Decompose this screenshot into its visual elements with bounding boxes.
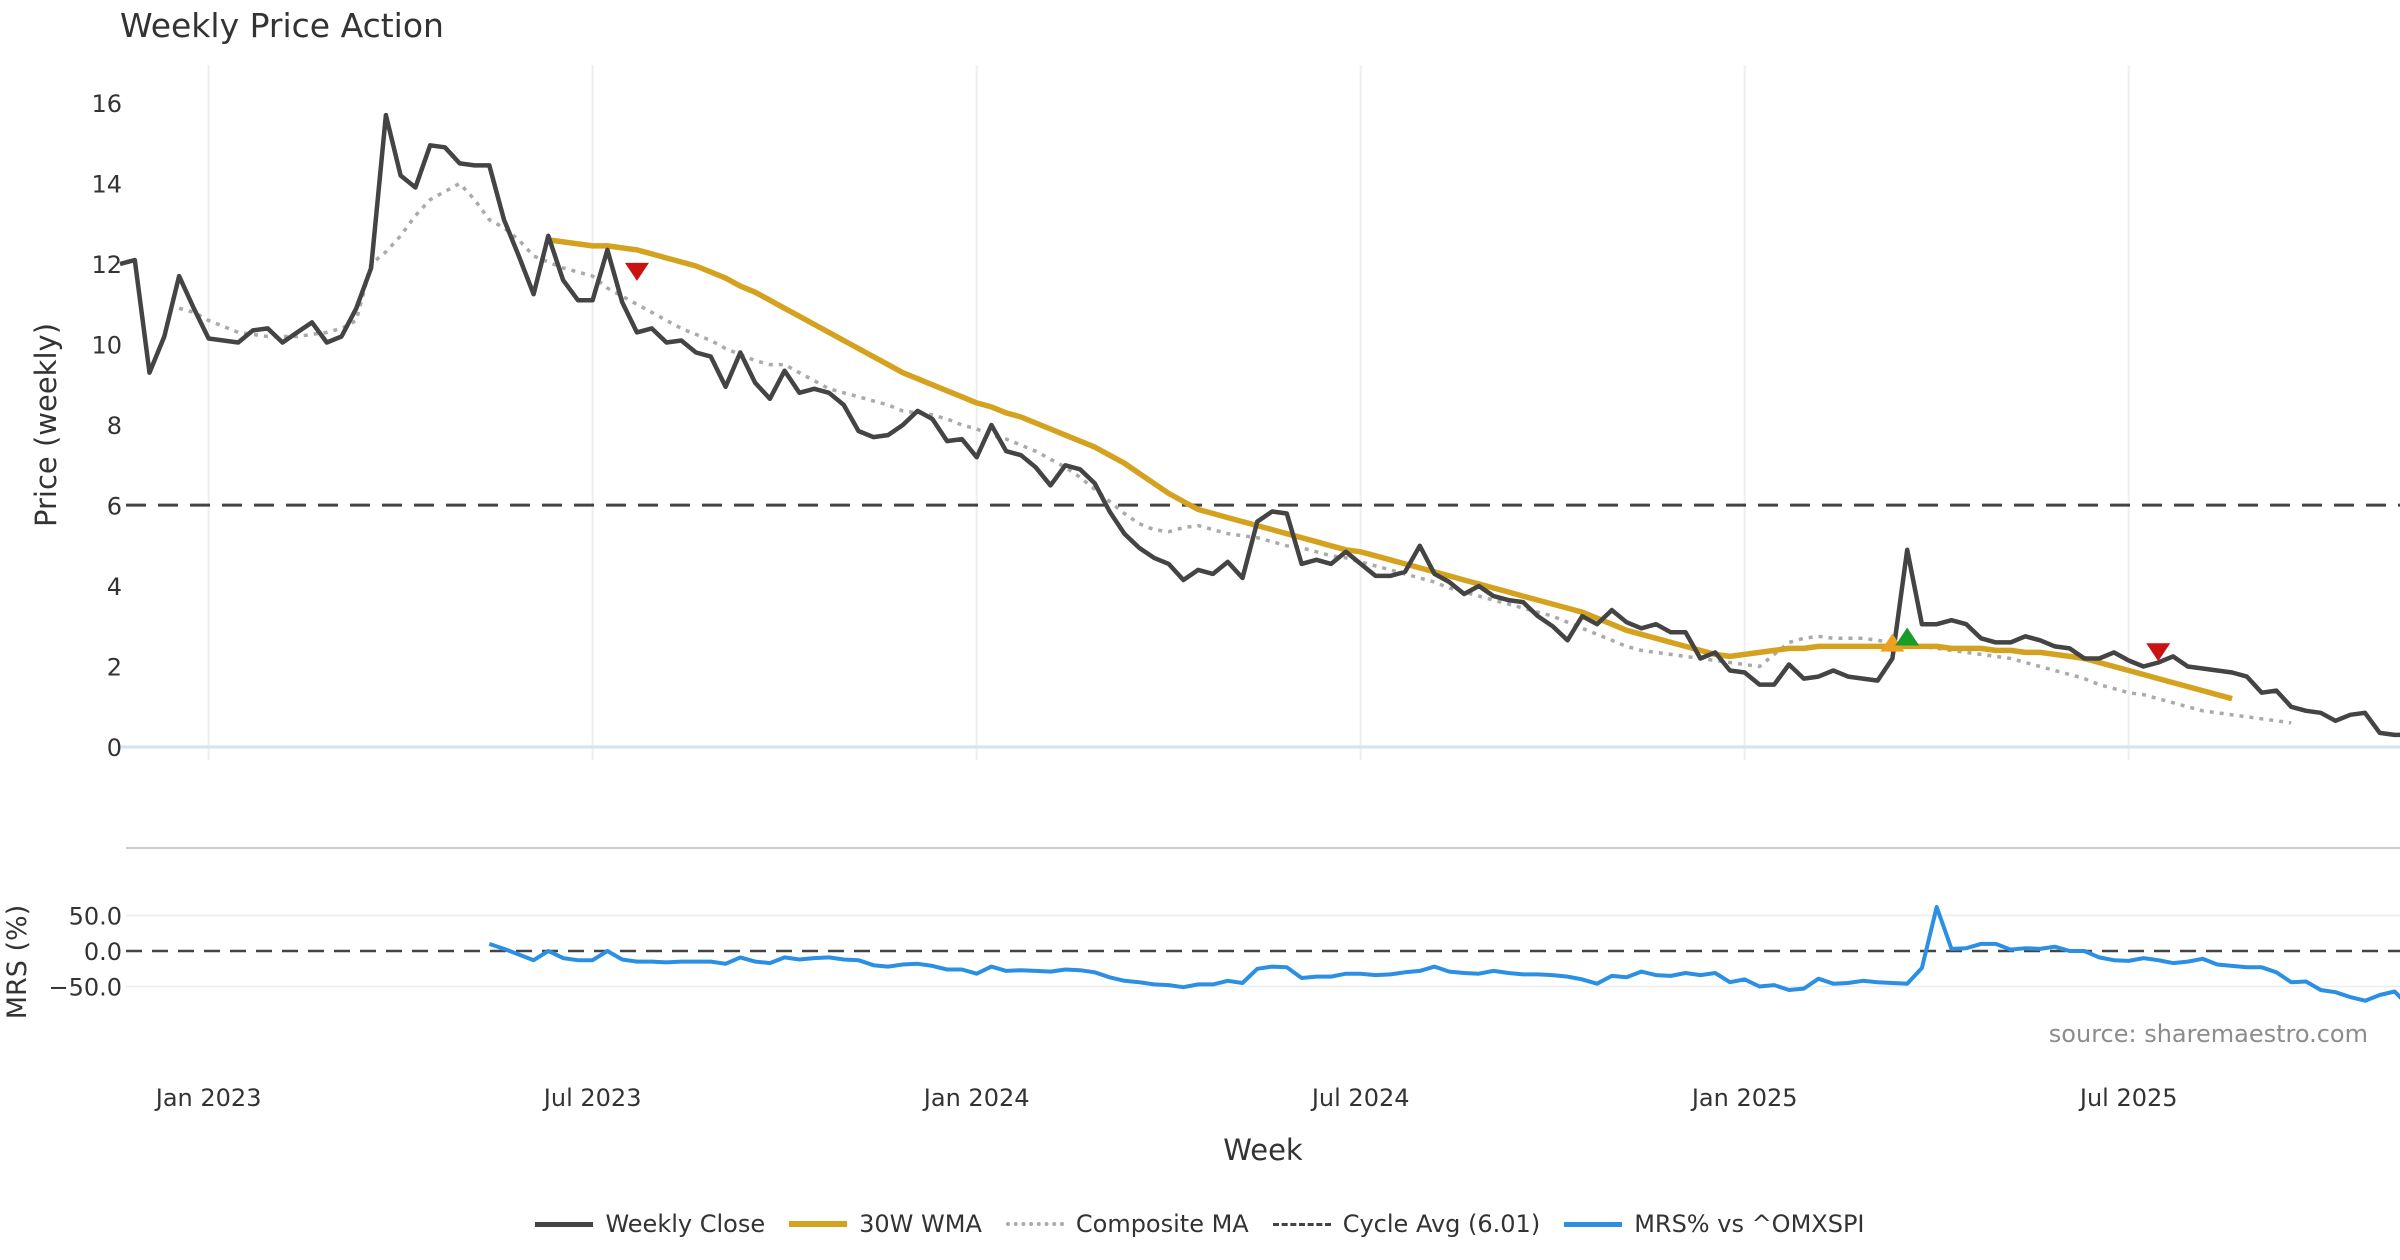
chart-legend: Weekly Close 30W WMA Composite MA Cycle … <box>0 1210 2400 1238</box>
legend-label: Cycle Avg (6.01) <box>1342 1210 1541 1238</box>
y-axis-label-mrs: MRS (%) <box>2 905 33 1020</box>
y-tick-label-mrs: −50.0 <box>48 974 122 1002</box>
signal-markers <box>624 262 2171 662</box>
y-tick-label-price: 2 <box>107 654 122 682</box>
x-tick-label: Jul 2023 <box>542 1084 642 1112</box>
y-tick-label-price: 10 <box>91 332 122 360</box>
y-tick-label-price: 0 <box>107 734 122 762</box>
wma-30w-line <box>547 237 2233 702</box>
x-tick-label: Jul 2024 <box>1310 1084 1410 1112</box>
y-tick-label-mrs: 0.0 <box>84 938 122 966</box>
legend-label: Composite MA <box>1075 1210 1249 1238</box>
y-tick-label-mrs: 50.0 <box>69 903 122 931</box>
x-tick-label: Jul 2025 <box>2078 1084 2178 1112</box>
x-tick-label: Jan 2024 <box>922 1084 1030 1112</box>
x-tick-label: Jan 2025 <box>1690 1084 1798 1112</box>
weekly-close-line <box>119 112 2400 738</box>
legend-item-mrs[interactable]: MRS% vs ^OMXSPI <box>1564 1210 1865 1238</box>
legend-item-cycle-avg[interactable]: Cycle Avg (6.01) <box>1272 1210 1541 1238</box>
legend-label: MRS% vs ^OMXSPI <box>1634 1210 1865 1238</box>
legend-label: Weekly Close <box>605 1210 766 1238</box>
legend-swatch-weekly-close <box>535 1221 594 1227</box>
axis-labels: Price (weekly) MRS (%) Week Jan 2023 Jul … <box>2 90 2178 1167</box>
y-tick-label-price: 14 <box>91 171 122 199</box>
source-credit: source: sharemaestro.com <box>2048 1020 2368 1048</box>
legend-label: 30W WMA <box>859 1210 982 1238</box>
legend-item-30w-wma[interactable]: 30W WMA <box>789 1210 982 1238</box>
sell-signal-marker <box>624 262 649 281</box>
caution-signal-marker <box>1880 633 1905 652</box>
y-tick-label-price: 6 <box>107 493 122 521</box>
legend-swatch-composite-ma <box>1005 1222 1064 1226</box>
grid-layer <box>120 65 2400 849</box>
y-tick-label-price: 8 <box>107 412 122 440</box>
legend-swatch-cycle-avg <box>1272 1222 1331 1226</box>
buy-signal-marker <box>1895 627 1920 646</box>
series-layer <box>119 112 2400 1003</box>
composite-ma-line <box>178 181 2292 725</box>
y-tick-label-price: 4 <box>107 573 122 601</box>
y-axis-label-price: Price (weekly) <box>29 323 63 527</box>
x-tick-label: Jan 2023 <box>154 1084 262 1112</box>
sell-signal-marker <box>2146 643 2171 662</box>
x-axis-label: Week <box>1223 1133 1303 1167</box>
mrs-line <box>488 905 2400 1003</box>
chart-title: Weekly Price Action <box>120 6 444 45</box>
y-tick-label-price: 16 <box>91 90 122 118</box>
legend-swatch-mrs <box>1564 1221 1623 1227</box>
legend-item-weekly-close[interactable]: Weekly Close <box>535 1210 765 1238</box>
legend-item-composite-ma[interactable]: Composite MA <box>1005 1210 1249 1238</box>
legend-swatch-30w-wma <box>789 1221 848 1227</box>
y-tick-label-price: 12 <box>91 251 122 279</box>
